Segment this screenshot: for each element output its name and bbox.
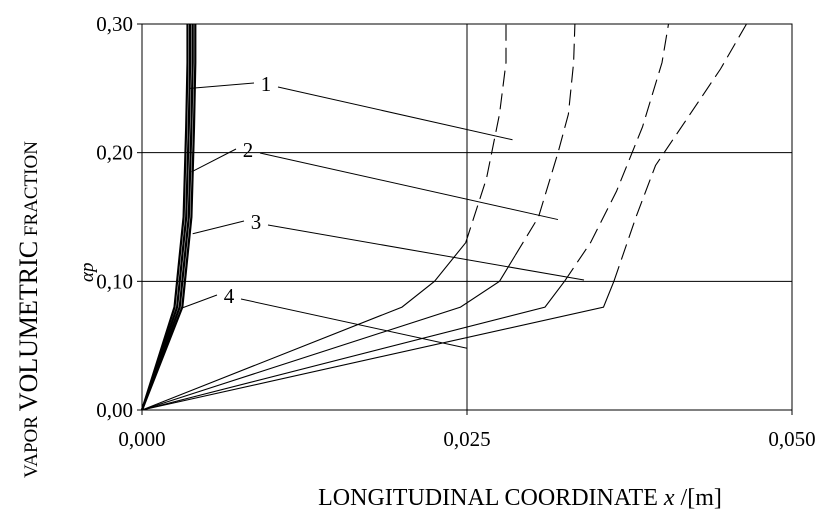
x-axis-variable: x	[663, 485, 675, 511]
series-flat-4-dashed-segment	[613, 23, 747, 282]
y-tick-label-2: 0,20	[96, 141, 133, 165]
x-axis-unit: /[m]	[675, 485, 722, 511]
series-steep-2-line	[140, 24, 192, 411]
y-tick-label-3: 0,30	[96, 12, 133, 36]
leader-steep-2	[191, 148, 237, 173]
leader-steep-3	[192, 220, 245, 235]
x-tick-label-0: 0,000	[118, 427, 165, 451]
x-tick-label-1: 0,025	[443, 427, 490, 451]
grid-lines	[142, 24, 792, 410]
series-flat-2-solid-segment	[141, 255, 516, 411]
leader-flat-3	[267, 224, 585, 281]
series-steep-3-line	[140, 24, 194, 411]
y-axis-title-part1: VAPOR	[21, 411, 42, 478]
y-axis-title-part2: VOLUMETRIC	[14, 241, 43, 411]
series-flat-1-dashed-segment	[465, 24, 507, 243]
series-flat-1-solid-segment	[141, 242, 467, 411]
curve-label-4: 4	[224, 284, 235, 308]
x-axis-title: LONGITUDINAL COORDINATE x /[m]	[318, 485, 722, 511]
y-axis-symbol: αp	[77, 263, 98, 282]
x-axis-title-prefix: LONGITUDINAL COORDINATE	[318, 485, 664, 511]
series-lines	[140, 23, 747, 411]
tick-labels: 0,00 0,10 0,20 0,30 0,000 0,025 0,050	[96, 12, 815, 451]
leader-flat-1	[277, 86, 513, 141]
series-flat-4-solid-segment	[141, 281, 615, 411]
curve-label-3: 3	[251, 210, 262, 234]
curve-label-1: 1	[261, 72, 272, 96]
leader-flat-2	[259, 152, 559, 221]
series-steep-4-line	[140, 24, 197, 411]
series-steep-1-line	[140, 24, 189, 411]
series-flat-3-solid-segment	[141, 280, 565, 411]
y-axis-title: VAPOR VOLUMETRIC FRACTION	[14, 141, 43, 478]
y-tick-label-1: 0,10	[96, 269, 133, 293]
series-flat-2-dashed-segment	[514, 23, 576, 256]
x-tick-label-2: 0,050	[768, 427, 815, 451]
leader-steep-4	[180, 294, 218, 309]
curve-label-2: 2	[243, 138, 254, 162]
series-flat-3-dashed-segment	[564, 23, 670, 282]
leader-steep-1	[190, 82, 255, 89]
annotation-labels: 1 2 3 4	[224, 72, 272, 308]
leader-flat-4	[240, 298, 468, 349]
y-tick-label-0: 0,00	[96, 398, 133, 422]
annotation-leaders	[180, 82, 585, 349]
y-axis-title-part3: FRACTION	[21, 141, 42, 241]
